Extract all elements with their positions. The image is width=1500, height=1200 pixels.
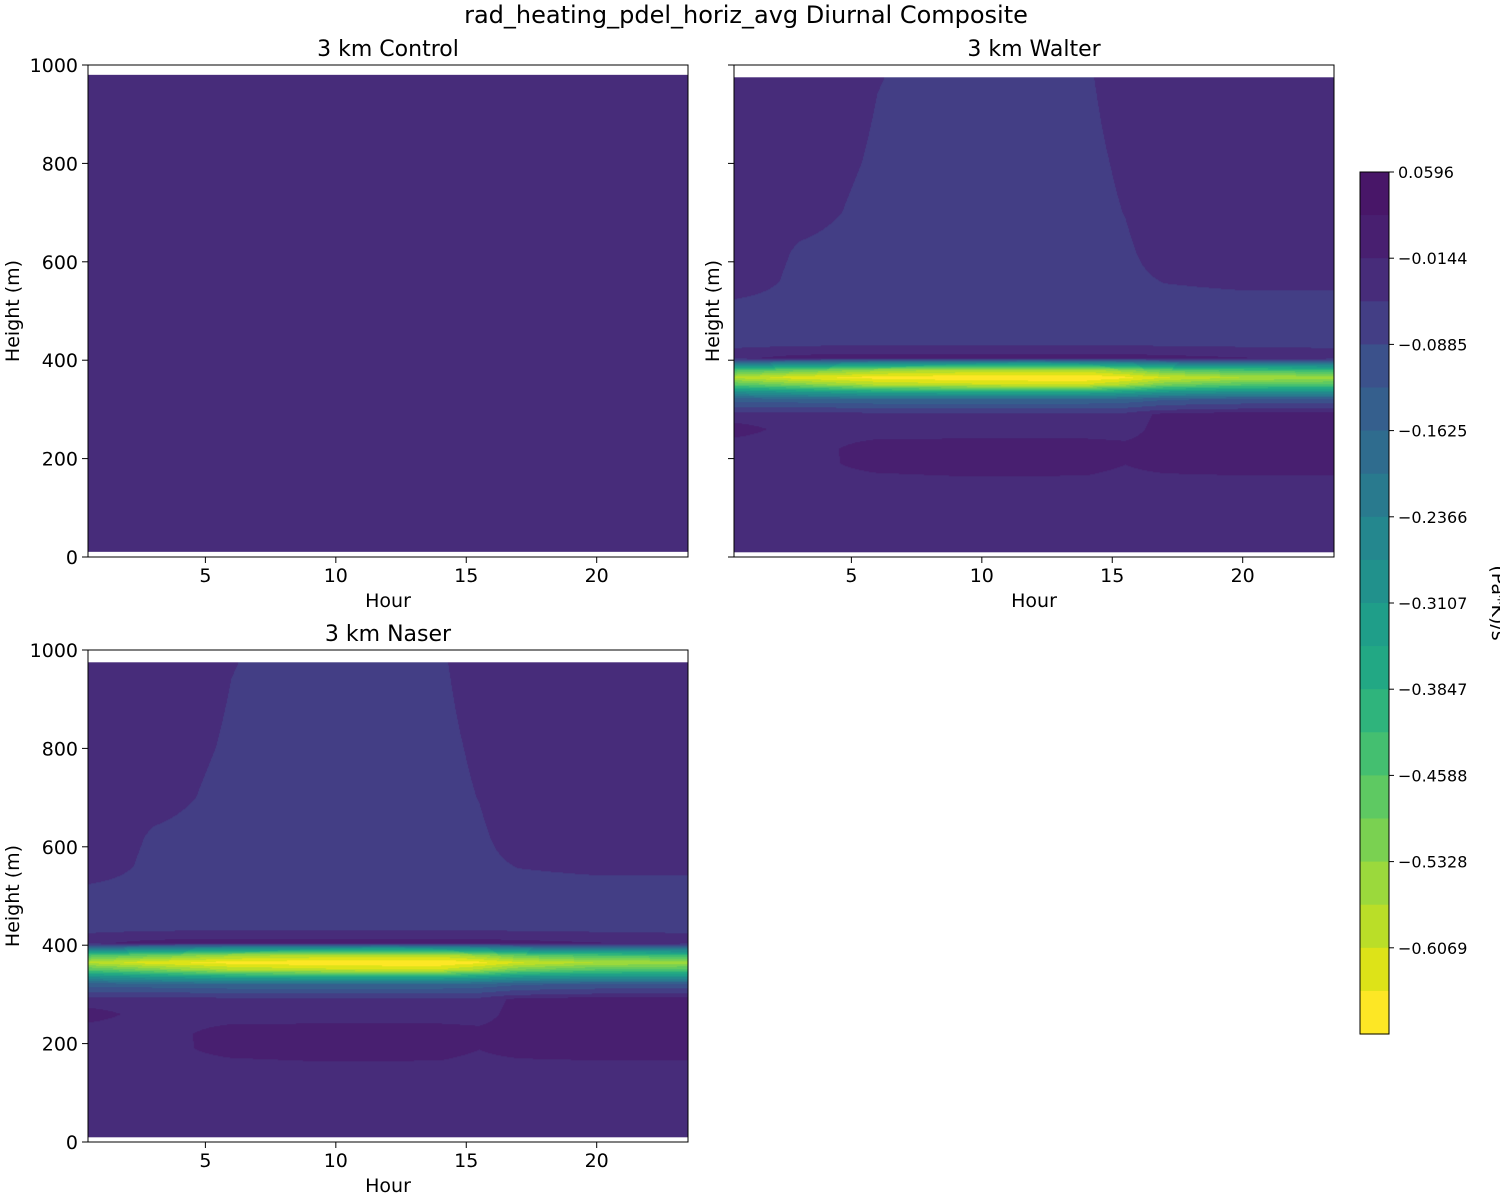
contour-fill [88, 74, 688, 552]
panel-control: 3 km Control 5 10 15 20 Hour 0 200 400 600 800 1000… [2, 37, 689, 612]
colorbar-band [1360, 861, 1389, 906]
y-tick-label: 200 [42, 1034, 78, 1056]
colorbar-tick-label: −0.2366 [1398, 508, 1467, 527]
colorbar-band [1360, 344, 1389, 389]
figure-title: rad_heating_pdel_horiz_avg Diurnal Compo… [464, 1, 1028, 29]
colorbar-band [1360, 516, 1389, 561]
colorbar-tick-label: 0.0596 [1398, 163, 1454, 182]
y-tick-label: 800 [42, 153, 78, 175]
contour-fill [88, 662, 688, 1138]
colorbar-band [1360, 215, 1389, 259]
colorbar-ticks: 0.0596 −0.0144 −0.0885 −0.1625 −0.2366 −0.310… [1389, 163, 1467, 958]
axes-frame [87, 64, 689, 558]
colorbar-band [1360, 301, 1389, 345]
colorbar-tick-label: −0.3107 [1398, 594, 1467, 613]
y-tick-label: 800 [42, 738, 78, 760]
y-tick-label: 0 [66, 1132, 78, 1154]
colorbar-band [1360, 947, 1389, 992]
x-tick-label: 10 [970, 565, 994, 587]
x-tick-label: 5 [199, 1150, 211, 1172]
x-tick-label: 10 [324, 1150, 348, 1172]
colorbar-tick-label: −0.0144 [1398, 249, 1467, 268]
y-axis-label: Height (m) [702, 260, 724, 362]
y-tick-label: 1000 [30, 640, 78, 662]
colorbar-tick-label: −0.4588 [1398, 766, 1467, 785]
y-tick-label: 600 [42, 252, 78, 274]
x-tick-label: 10 [324, 565, 348, 587]
colorbar-band [1360, 172, 1389, 216]
colorbar-band [1360, 387, 1389, 432]
colorbar-tick-label: −0.6069 [1398, 939, 1467, 958]
panel-title: 3 km Walter [967, 37, 1101, 62]
y-axis-label: Height (m) [2, 845, 24, 947]
colorbar-band [1360, 689, 1389, 733]
x-tick-label: 5 [199, 565, 211, 587]
contour-fill [734, 77, 1334, 553]
colorbar-band [1360, 603, 1389, 647]
colorbar-band [1360, 732, 1389, 776]
y-tick-label: 0 [66, 547, 78, 569]
colorbar-band [1360, 990, 1389, 1035]
colorbar: 0.0596 −0.0144 −0.0885 −0.1625 −0.2366 −0.310… [1359, 163, 1500, 1035]
colorbar-tick-label: −0.1625 [1398, 422, 1467, 441]
colorbar-band [1360, 646, 1389, 690]
y-tick-label: 400 [42, 350, 78, 372]
y-tick-label: 200 [42, 449, 78, 471]
colorbar-band [1360, 473, 1389, 518]
x-tick-label: 20 [585, 565, 609, 587]
x-tick-label: 15 [454, 1150, 478, 1172]
y-tick-label: 600 [42, 837, 78, 859]
y-tick-label: 400 [42, 935, 78, 957]
colorbar-band [1360, 430, 1389, 475]
x-axis-label: Hour [365, 590, 411, 612]
colorbar-band [1360, 258, 1389, 302]
panel-title: 3 km Control [317, 37, 459, 62]
colorbar-band [1360, 559, 1389, 604]
x-tick-label: 15 [454, 565, 478, 587]
colorbar-label: (Pa*K)/s [1487, 565, 1500, 640]
colorbar-bands [1360, 172, 1389, 1035]
x-tick-label: 15 [1100, 565, 1124, 587]
panel-walter: 3 km Walter 5 10 15 20 Hour Height (m) [702, 37, 1335, 612]
panel-naser: 3 km Naser 5 10 15 20 Hour 0 200 400 600 800 1000 He… [2, 622, 689, 1197]
panel-title: 3 km Naser [325, 622, 452, 647]
y-tick-label: 1000 [30, 55, 78, 77]
axes-frame [87, 649, 689, 1143]
colorbar-tick-label: −0.0885 [1398, 335, 1467, 354]
colorbar-band [1360, 904, 1389, 949]
colorbar-tick-label: −0.5328 [1398, 853, 1467, 872]
colorbar-band [1360, 818, 1389, 863]
colorbar-band [1360, 775, 1389, 820]
x-axis-label: Hour [1011, 590, 1057, 612]
axes-frame [733, 64, 1335, 558]
x-tick-label: 20 [585, 1150, 609, 1172]
x-axis-label: Hour [365, 1175, 411, 1197]
y-axis-label: Height (m) [2, 260, 24, 362]
colorbar-tick-label: −0.3847 [1398, 680, 1467, 699]
x-tick-label: 20 [1231, 565, 1255, 587]
x-tick-label: 5 [845, 565, 857, 587]
